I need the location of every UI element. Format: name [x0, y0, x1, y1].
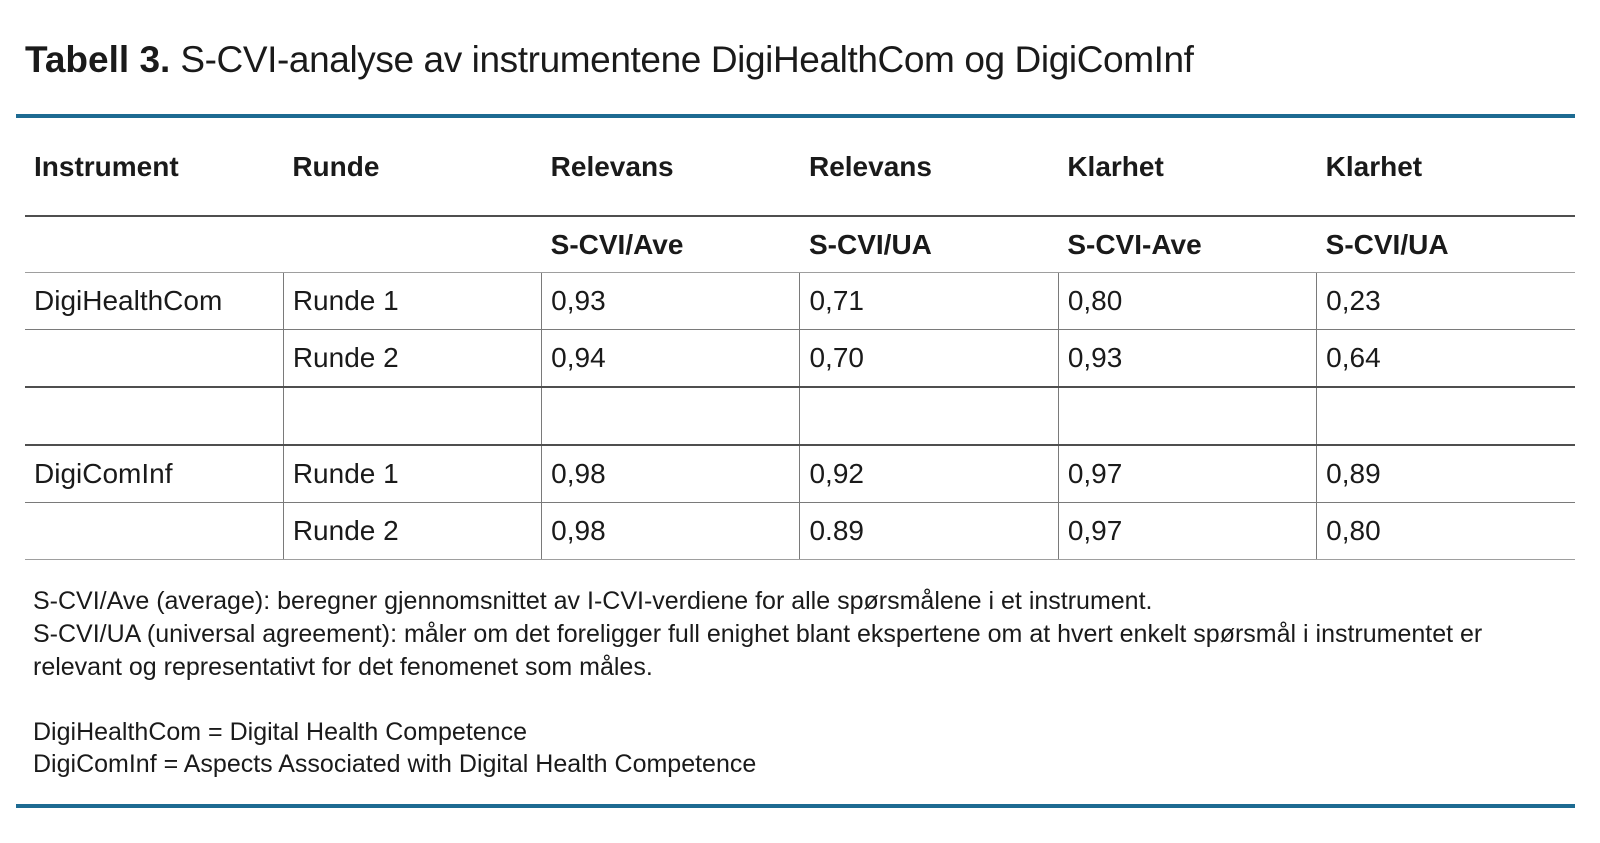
cell-value: 0,23	[1316, 272, 1575, 330]
header-row-groups: Instrument Runde Relevans Relevans Klarh…	[25, 118, 1575, 217]
subheader-scvi-ua-klarhet: S-CVI/UA	[1316, 216, 1575, 273]
table-caption: Tabell 3. S-CVI-analyse av instrumentene …	[25, 0, 1575, 84]
header-row-measures: S-CVI/Ave S-CVI/UA S-CVI-Ave S-CVI/UA	[25, 216, 1575, 273]
table-row-digicominf-runde1: DigiComInf Runde 1 0,98 0,92 0,97 0,89	[25, 445, 1575, 503]
cell-value: 0,93	[1057, 329, 1317, 388]
scvi-analysis-table: Instrument Runde Relevans Relevans Klarh…	[25, 118, 1575, 560]
table-body: DigiHealthCom Runde 1 0,93 0,71 0,80 0,2…	[25, 272, 1575, 560]
cell-value: 0,97	[1057, 445, 1317, 503]
cell-instrument	[25, 502, 284, 560]
col-header-klarhet-1: Klarhet	[1058, 118, 1317, 217]
cell-empty	[1316, 387, 1575, 446]
table-row-digihealthcom-runde2: Runde 2 0,94 0,70 0,93 0,64	[25, 329, 1575, 388]
cell-value: 0,98	[541, 502, 800, 560]
col-header-klarhet-2: Klarhet	[1316, 118, 1575, 217]
cell-value: 0,93	[541, 272, 800, 330]
cell-value: 0.89	[799, 502, 1059, 560]
cell-instrument: DigiHealthCom	[25, 272, 284, 330]
cell-value: 0,92	[799, 445, 1059, 503]
cell-value: 0,98	[541, 445, 800, 503]
table-row-digihealthcom-runde1: DigiHealthCom Runde 1 0,93 0,71 0,80 0,2…	[25, 272, 1575, 330]
subheader-scvi-ave-relevans: S-CVI/Ave	[541, 216, 800, 273]
cell-empty	[282, 387, 542, 446]
article-table-page: Tabell 3. S-CVI-analyse av instrumentene …	[16, 0, 1575, 808]
subheader-empty-1	[25, 216, 284, 273]
cell-value: 0,64	[1316, 329, 1575, 388]
footnote-scvi-ua-definition: S-CVI/UA (universal agreement): måler om…	[33, 620, 1483, 681]
col-header-relevans-2: Relevans	[799, 118, 1059, 217]
cell-instrument: DigiComInf	[25, 445, 284, 503]
subheader-scvi-ave-klarhet: S-CVI-Ave	[1058, 216, 1317, 273]
cell-value: 0,80	[1316, 502, 1575, 560]
cell-value: 0,94	[541, 329, 800, 388]
cell-value: 0,89	[1316, 445, 1575, 503]
cell-value: 0,71	[799, 272, 1059, 330]
cell-runde: Runde 1	[282, 272, 542, 330]
footnote-abbreviations: DigiHealthCom = Digital Health Competenc…	[33, 716, 1575, 780]
cell-runde: Runde 2	[282, 329, 542, 388]
table-row-spacer	[25, 387, 1575, 446]
cell-empty	[25, 387, 284, 446]
abbreviation-digicominf: DigiComInf = Aspects Associated with Dig…	[33, 750, 757, 778]
cell-value: 0,97	[1057, 502, 1317, 560]
cell-runde: Runde 2	[282, 502, 542, 560]
col-header-relevans-1: Relevans	[541, 118, 800, 217]
cell-runde: Runde 1	[282, 445, 542, 503]
table-caption-text: S-CVI-analyse av instrumentene DigiHealt…	[180, 39, 1194, 80]
table-header: Instrument Runde Relevans Relevans Klarh…	[25, 118, 1575, 273]
top-accent-rule	[16, 114, 1575, 118]
subheader-empty-2	[283, 216, 542, 273]
subheader-scvi-ua-relevans: S-CVI/UA	[799, 216, 1059, 273]
cell-value: 0,80	[1057, 272, 1317, 330]
bottom-accent-rule	[16, 804, 1575, 808]
abbreviation-digihealthcom: DigiHealthCom = Digital Health Competenc…	[33, 718, 527, 746]
cell-value: 0,70	[799, 329, 1059, 388]
table-row-digicominf-runde2: Runde 2 0,98 0.89 0,97 0,80	[25, 502, 1575, 560]
footnote-scvi-ave-definition: S-CVI/Ave (average): beregner gjennomsni…	[33, 587, 1153, 615]
col-header-instrument: Instrument	[25, 118, 284, 217]
table-caption-number: Tabell 3.	[25, 39, 171, 80]
cell-instrument	[25, 329, 284, 388]
cell-empty	[799, 387, 1059, 446]
cell-empty	[1057, 387, 1317, 446]
col-header-runde: Runde	[283, 118, 542, 217]
cell-empty	[541, 387, 800, 446]
footnote-definitions: S-CVI/Ave (average): beregner gjennomsni…	[33, 585, 1513, 684]
